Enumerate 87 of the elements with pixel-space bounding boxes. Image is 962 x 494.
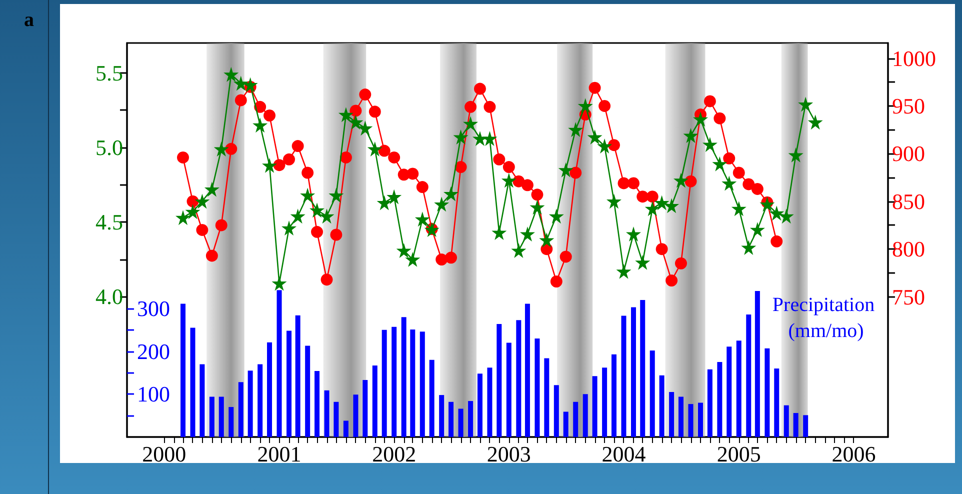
bar [764, 348, 770, 437]
bar [382, 330, 387, 437]
x-tick-label: 2000 [142, 442, 186, 466]
bar [305, 346, 310, 437]
bar [190, 328, 196, 437]
text: a [24, 9, 34, 31]
bar [334, 402, 339, 437]
bar [784, 405, 789, 437]
x-tick-label: 2004 [602, 442, 646, 466]
bar [602, 368, 608, 437]
bar [324, 390, 330, 437]
bar [592, 376, 598, 437]
x-tick-label: 2001 [257, 442, 302, 466]
bar [496, 324, 502, 437]
bar [439, 395, 444, 437]
bar [218, 396, 224, 437]
bar [524, 304, 530, 437]
bar [477, 374, 482, 437]
bar [420, 332, 425, 437]
y3-tick-label: 100 [137, 382, 170, 407]
y2-tick-label: 950 [892, 93, 925, 118]
bar [343, 420, 348, 437]
y3-tick-label: 200 [137, 338, 170, 364]
bar [516, 320, 522, 437]
bar [458, 408, 464, 437]
y3-axis-title: Precipitation (mm/mo) [772, 294, 880, 342]
bar [774, 368, 780, 437]
bar [688, 404, 694, 437]
bar [640, 300, 646, 437]
bar [180, 304, 186, 437]
bar [793, 413, 798, 437]
bar [209, 396, 214, 437]
bar [803, 415, 808, 437]
y-tick-label: 5.5 [96, 60, 123, 86]
bar [698, 402, 704, 437]
bar [678, 396, 684, 437]
bar [669, 392, 674, 437]
bar [314, 371, 320, 437]
bar [717, 362, 722, 437]
bar [372, 365, 378, 437]
bar [429, 360, 434, 437]
bar [401, 317, 406, 437]
y2-tick-label: 1000 [892, 46, 936, 71]
y2-tick-label: 750 [892, 284, 925, 310]
x-tick-label: 2005 [716, 442, 761, 466]
bar [448, 402, 454, 437]
x-tick-label: 2003 [486, 442, 531, 466]
bar [563, 412, 568, 437]
y2-tick-label: 900 [892, 141, 925, 166]
bar [286, 330, 292, 437]
y3-tick-label: 300 [137, 296, 170, 322]
x-tick-label: 2002 [372, 442, 416, 466]
y-tick-label: 4.5 [96, 210, 123, 235]
bar [295, 315, 300, 437]
bar [238, 382, 244, 437]
bar [362, 380, 368, 437]
y-tick-label: 5.0 [96, 134, 123, 160]
bar [650, 350, 655, 437]
bar [554, 385, 559, 437]
y-tick-label: 4.0 [96, 284, 123, 310]
bar [468, 401, 474, 437]
bar [726, 346, 732, 437]
bar [573, 402, 578, 437]
bar [659, 375, 664, 437]
bar [506, 342, 512, 437]
bar [487, 368, 492, 437]
bar [410, 330, 416, 437]
bar [267, 342, 272, 437]
bar [630, 307, 636, 437]
bar [248, 370, 253, 437]
y2-tick-label: 800 [892, 236, 925, 262]
y2-tick-label: 850 [892, 188, 925, 214]
bar [621, 316, 626, 437]
bar [258, 364, 263, 437]
x-tick-label: 2006 [832, 442, 876, 466]
bar [544, 358, 550, 437]
bar [200, 364, 205, 437]
bar [611, 354, 616, 437]
bar [746, 314, 752, 437]
bar [754, 290, 760, 437]
bar [228, 407, 234, 437]
bar [392, 326, 397, 437]
bar [534, 338, 540, 437]
bar [353, 394, 358, 437]
bar [736, 340, 742, 437]
bar [707, 369, 712, 437]
bar [582, 394, 588, 437]
